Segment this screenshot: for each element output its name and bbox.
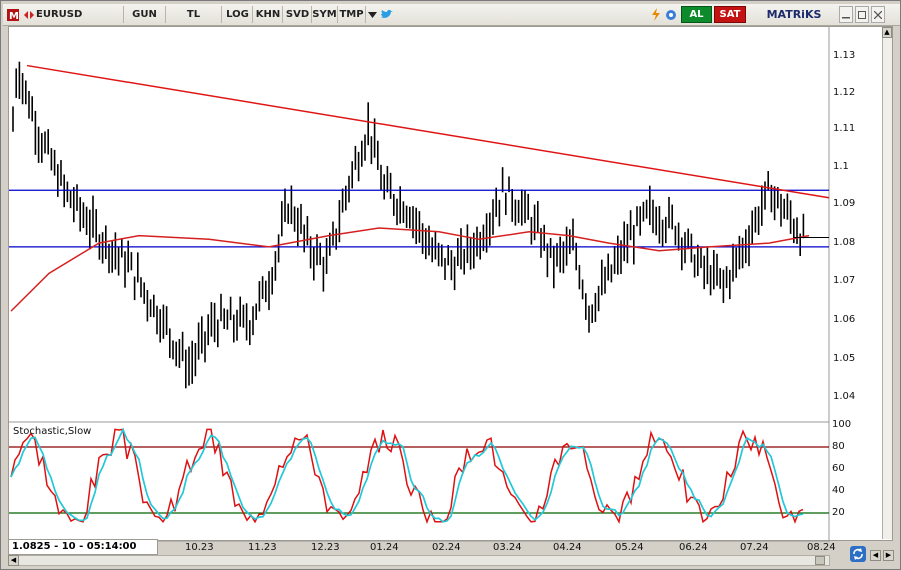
twitter-icon[interactable] <box>379 6 393 23</box>
zoom-left-icon[interactable]: ◀ <box>870 550 881 561</box>
price-tick: 1.09 <box>833 198 856 209</box>
stoch-tick: 100 <box>832 419 852 430</box>
dropdown-icon[interactable] <box>366 6 378 23</box>
symbol-icon[interactable]: M <box>5 6 21 23</box>
stoch-tick: 60 <box>832 463 845 474</box>
x-label: 02.24 <box>432 542 461 553</box>
stochastic-d-line <box>10 427 804 523</box>
price-readout: 1.0825 - 10 - 05:14:00 <box>8 539 158 555</box>
scroll-up-icon[interactable]: ▲ <box>882 27 892 38</box>
price-tick: 1.06 <box>833 314 856 325</box>
currency-button[interactable]: TL <box>166 6 222 23</box>
price-tick: 1.07 <box>833 275 856 286</box>
log-button[interactable]: LOG <box>223 6 253 23</box>
sell-button[interactable]: SAT <box>714 6 746 23</box>
chart-toolbar: M EURUSD GUN TL LOG KHN SVD SYM TMP AL S… <box>3 4 900 26</box>
price-chart[interactable] <box>9 27 894 542</box>
x-label: 01.24 <box>370 542 399 553</box>
khn-button[interactable]: KHN <box>254 6 283 23</box>
x-label: 12.23 <box>311 542 340 553</box>
buy-button[interactable]: AL <box>681 6 712 23</box>
stochastic-title: Stochastic,Slow <box>13 426 92 437</box>
scroll-thumb[interactable] <box>815 556 825 565</box>
svg-text:M: M <box>9 11 19 22</box>
x-label: 07.24 <box>740 542 769 553</box>
restore-icon[interactable] <box>855 6 869 23</box>
price-tick: 1.08 <box>833 237 856 248</box>
stochastic-k-line <box>10 428 804 525</box>
minimize-icon[interactable] <box>839 6 853 23</box>
price-tick: 1.12 <box>833 87 856 98</box>
scroll-left-icon[interactable]: ◀ <box>8 555 19 566</box>
tmp-button[interactable]: TMP <box>338 6 366 23</box>
price-tick: 1.11 <box>833 123 856 134</box>
x-label: 03.24 <box>493 542 522 553</box>
svd-button[interactable]: SVD <box>284 6 312 23</box>
x-label: 04.24 <box>553 542 582 553</box>
brand-logo: MATRiKS <box>766 8 822 21</box>
scale-icon[interactable] <box>664 6 678 23</box>
stoch-tick: 20 <box>832 507 845 518</box>
moving-average <box>10 227 810 312</box>
trend-line <box>26 64 830 199</box>
x-label: 08.24 <box>807 542 836 553</box>
x-label: 10.23 <box>185 542 214 553</box>
stoch-tick: 40 <box>832 485 845 496</box>
price-tick: 1.13 <box>833 50 856 61</box>
price-tick: 1.05 <box>833 353 856 364</box>
price-tick: 1.04 <box>833 391 856 402</box>
refresh-icon[interactable] <box>850 546 866 562</box>
close-icon[interactable] <box>871 6 885 23</box>
period-button[interactable]: GUN <box>124 6 166 23</box>
lightning-icon[interactable] <box>649 6 663 23</box>
zoom-right-icon[interactable]: ▶ <box>883 550 894 561</box>
horizontal-scrollbar[interactable]: ◀ <box>8 555 830 566</box>
sym-button[interactable]: SYM <box>312 6 338 23</box>
x-label: 06.24 <box>679 542 708 553</box>
arrows-icon[interactable] <box>22 6 36 23</box>
stoch-tick: 80 <box>832 441 845 452</box>
x-label: 11.23 <box>248 542 277 553</box>
x-label: 05.24 <box>615 542 644 553</box>
price-tick: 1.1 <box>833 161 849 172</box>
chart-area[interactable] <box>8 26 894 542</box>
symbol-selector[interactable]: EURUSD <box>36 6 124 23</box>
vertical-scrollbar[interactable]: ▲ <box>882 27 892 539</box>
